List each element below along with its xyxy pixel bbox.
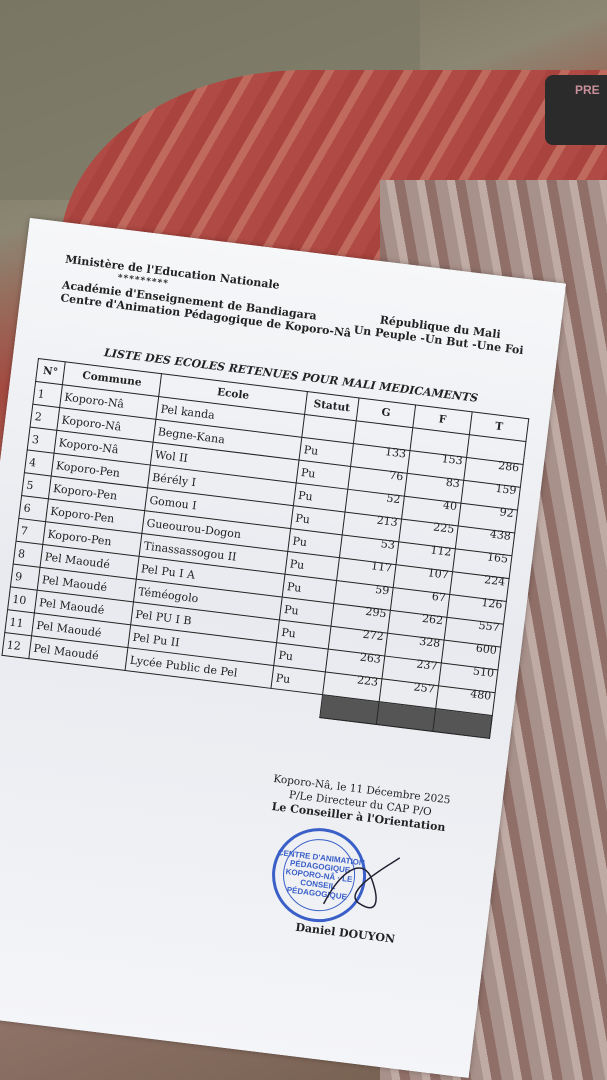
t-value: 438	[489, 526, 512, 543]
t-value: 557	[477, 618, 501, 634]
g-value: 76	[388, 468, 405, 483]
t-value: 92	[498, 504, 515, 520]
header-left: Ministère de l'Education Nationale *****…	[60, 253, 357, 340]
handwritten-signature	[322, 857, 401, 909]
t-value: 286	[497, 458, 521, 474]
row-number: 8	[13, 541, 43, 568]
t-value: 510	[472, 663, 495, 680]
f-value: 257	[413, 679, 436, 696]
f-value: 225	[432, 520, 456, 536]
schools-table: N° Commune Ecole Statut G F T 1 Koporo-Nâ…	[0, 358, 529, 739]
t-value: 165	[486, 549, 509, 566]
row-number: 7	[16, 518, 46, 545]
f-value: 67	[431, 589, 447, 604]
g-value: 133	[384, 444, 407, 461]
t-value: 600	[475, 641, 498, 657]
row-number: 3	[27, 427, 57, 454]
seatbelt-buckle: PRE	[545, 75, 607, 145]
g-value: 263	[359, 650, 382, 666]
t-value: 159	[494, 481, 518, 497]
f-value: 83	[445, 475, 461, 490]
signature-block: Koporo-Nâ, le 11 Décembre 2025 P/Le Dire…	[269, 772, 451, 835]
t-value: 126	[480, 595, 504, 611]
row-number: 6	[18, 495, 49, 522]
g-value: 117	[370, 558, 393, 575]
row-number: 9	[10, 564, 41, 591]
row-number: 10	[7, 586, 38, 613]
t-value: 224	[483, 572, 507, 589]
col-n: N°	[35, 358, 66, 385]
blank	[0, 655, 29, 681]
g-value: 272	[362, 627, 385, 643]
f-value: 262	[421, 611, 444, 627]
f-value: 153	[441, 451, 464, 467]
row-number: 12	[1, 632, 32, 659]
row-number: 4	[24, 449, 55, 477]
blank	[268, 688, 322, 717]
header-right: République du Mali Un Peuple -Un But -Un…	[353, 310, 526, 357]
t-value: 480	[469, 686, 493, 703]
row-number: 5	[21, 472, 52, 499]
g-value: 223	[356, 672, 379, 689]
signer-name: Daniel DOUYON	[294, 920, 396, 946]
f-value: 112	[429, 542, 453, 559]
f-value: 40	[442, 498, 458, 513]
f-value: 107	[427, 565, 450, 582]
g-value: 52	[385, 491, 402, 506]
f-value: 328	[418, 634, 442, 650]
g-value: 59	[374, 582, 391, 598]
buckle-label: PRE	[575, 83, 600, 97]
row-number: 11	[4, 609, 35, 636]
row-number: 1	[32, 381, 63, 408]
f-value: 237	[415, 656, 439, 673]
row-number: 2	[30, 404, 60, 431]
document-page: Ministère de l'Education Nationale *****…	[0, 218, 566, 1078]
g-value: 213	[376, 513, 399, 529]
g-value: 295	[364, 604, 388, 620]
g-value: 53	[380, 536, 396, 552]
